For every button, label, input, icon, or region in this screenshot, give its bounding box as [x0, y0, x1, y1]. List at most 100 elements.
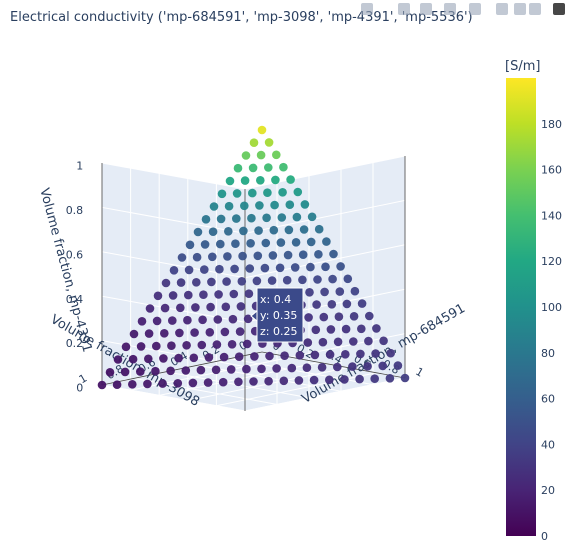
- data-point[interactable]: [213, 315, 223, 324]
- data-point[interactable]: [279, 162, 288, 172]
- data-point[interactable]: [232, 189, 242, 198]
- data-point[interactable]: [204, 353, 214, 362]
- data-point[interactable]: [184, 265, 194, 275]
- data-point[interactable]: [278, 188, 287, 197]
- data-point[interactable]: [264, 138, 274, 147]
- data-point[interactable]: [321, 262, 330, 272]
- data-point[interactable]: [328, 274, 337, 284]
- data-point[interactable]: [205, 328, 215, 337]
- data-point[interactable]: [176, 303, 185, 313]
- data-point[interactable]: [365, 311, 374, 321]
- data-point[interactable]: [364, 336, 373, 346]
- data-point[interactable]: [176, 278, 186, 287]
- orbit-icon[interactable]: [444, 3, 456, 15]
- data-point[interactable]: [166, 366, 175, 376]
- data-point[interactable]: [349, 312, 359, 321]
- data-point[interactable]: [327, 300, 337, 309]
- data-point[interactable]: [215, 264, 224, 274]
- data-point[interactable]: [223, 252, 232, 261]
- data-point[interactable]: [295, 351, 305, 360]
- data-point[interactable]: [334, 312, 344, 322]
- data-point[interactable]: [197, 340, 207, 350]
- data-point[interactable]: [159, 354, 168, 363]
- data-point[interactable]: [152, 316, 162, 326]
- data-point[interactable]: [144, 329, 154, 338]
- zoom-icon[interactable]: [398, 3, 410, 15]
- data-point[interactable]: [271, 175, 280, 185]
- data-point[interactable]: [341, 350, 350, 359]
- data-point[interactable]: [225, 176, 235, 186]
- data-point[interactable]: [248, 163, 258, 173]
- data-point[interactable]: [244, 289, 254, 299]
- data-point[interactable]: [285, 200, 295, 209]
- data-point[interactable]: [145, 304, 155, 313]
- data-point[interactable]: [341, 324, 351, 334]
- data-point[interactable]: [161, 278, 171, 288]
- data-point[interactable]: [144, 354, 153, 364]
- data-point[interactable]: [280, 351, 289, 361]
- data-point[interactable]: [217, 189, 227, 199]
- data-point[interactable]: [229, 289, 239, 299]
- data-point[interactable]: [272, 150, 281, 160]
- data-point[interactable]: [348, 362, 357, 371]
- data-point[interactable]: [293, 187, 303, 197]
- data-point[interactable]: [326, 325, 336, 334]
- data-point[interactable]: [151, 366, 160, 376]
- data-point[interactable]: [385, 374, 395, 383]
- data-point[interactable]: [232, 214, 241, 223]
- data-point[interactable]: [313, 275, 322, 284]
- data-point[interactable]: [261, 238, 271, 248]
- data-point[interactable]: [121, 342, 131, 352]
- data-point[interactable]: [302, 363, 312, 373]
- data-point[interactable]: [290, 263, 300, 272]
- data-point[interactable]: [185, 240, 195, 250]
- data-point[interactable]: [272, 364, 281, 373]
- data-point[interactable]: [188, 378, 198, 388]
- data-point[interactable]: [158, 379, 167, 388]
- data-point[interactable]: [279, 376, 289, 386]
- data-point[interactable]: [97, 380, 107, 390]
- data-point[interactable]: [270, 200, 279, 210]
- data-point[interactable]: [269, 225, 279, 235]
- data-point[interactable]: [286, 175, 295, 184]
- data-point[interactable]: [196, 365, 206, 375]
- data-point[interactable]: [336, 262, 345, 271]
- data-point[interactable]: [160, 329, 169, 338]
- reset-icon[interactable]: [496, 3, 508, 15]
- data-point[interactable]: [153, 291, 163, 301]
- data-point[interactable]: [160, 303, 170, 313]
- data-point[interactable]: [237, 277, 247, 286]
- data-point[interactable]: [304, 313, 313, 322]
- data-point[interactable]: [193, 227, 203, 237]
- data-point[interactable]: [250, 352, 259, 361]
- data-point[interactable]: [105, 368, 115, 377]
- data-point[interactable]: [249, 138, 259, 147]
- data-point[interactable]: [248, 188, 257, 198]
- data-point[interactable]: [255, 176, 265, 185]
- data-point[interactable]: [224, 227, 233, 236]
- data-point[interactable]: [329, 249, 338, 259]
- hover-icon[interactable]: [529, 3, 541, 15]
- data-point[interactable]: [234, 352, 244, 362]
- data-point[interactable]: [335, 287, 345, 296]
- data-point[interactable]: [349, 337, 358, 346]
- data-point[interactable]: [325, 375, 334, 385]
- data-point[interactable]: [208, 252, 217, 262]
- data-point[interactable]: [379, 336, 388, 346]
- data-point[interactable]: [305, 288, 314, 297]
- data-point[interactable]: [343, 274, 353, 284]
- data-point[interactable]: [276, 238, 286, 247]
- data-point[interactable]: [216, 214, 226, 224]
- data-point[interactable]: [257, 364, 266, 374]
- data-point[interactable]: [356, 349, 365, 359]
- data-point[interactable]: [228, 314, 238, 324]
- data-point[interactable]: [260, 263, 270, 273]
- data-point[interactable]: [245, 264, 255, 273]
- data-point[interactable]: [201, 215, 211, 224]
- data-point[interactable]: [298, 275, 307, 285]
- data-point[interactable]: [318, 337, 328, 347]
- data-point[interactable]: [303, 338, 313, 347]
- data-point[interactable]: [300, 200, 310, 209]
- data-point[interactable]: [136, 342, 146, 351]
